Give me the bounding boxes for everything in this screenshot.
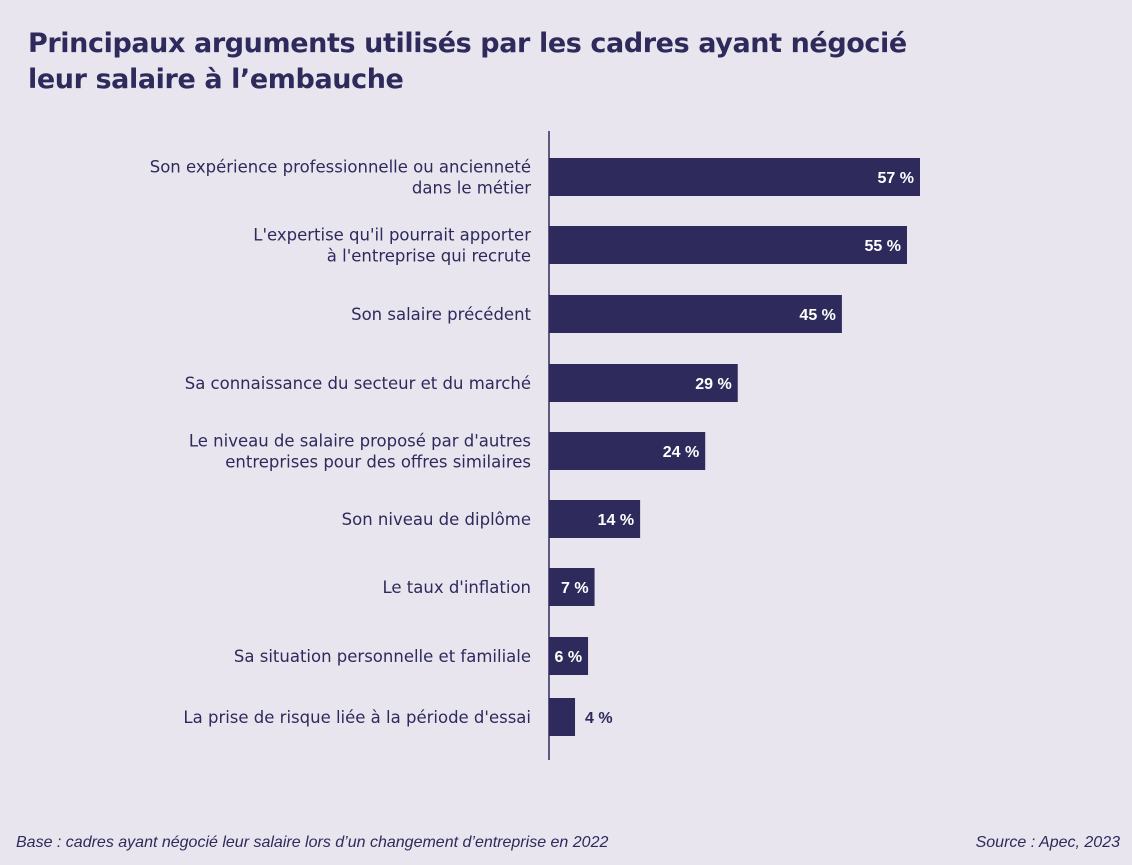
- chart-title-line-2: leur salaire à l’embauche: [28, 64, 404, 95]
- category-label: Le niveau de salaire proposé par d'autre…: [189, 432, 531, 472]
- bar: [549, 432, 706, 470]
- category-label-line: La prise de risque liée à la période d'e…: [183, 708, 531, 727]
- category-label-line: Son salaire précédent: [351, 305, 531, 324]
- category-label: Le taux d'inflation: [382, 578, 531, 597]
- bar-value-label: 29 %: [695, 376, 731, 393]
- category-label-line: Sa situation personnelle et familiale: [234, 647, 531, 666]
- bars-group: 57 % Son expérience professionnelle ou an…: [150, 158, 920, 736]
- category-label-line: Sa connaissance du secteur et du marché: [185, 374, 531, 393]
- bar: [549, 158, 920, 196]
- category-label-line: Son niveau de diplôme: [342, 510, 531, 529]
- category-label-line: L'expertise qu'il pourrait apporter: [253, 226, 531, 245]
- category-label: Sa connaissance du secteur et du marché: [185, 374, 531, 393]
- bar: [549, 637, 589, 675]
- category-label-line: à l'entreprise qui recrute: [327, 247, 531, 266]
- category-label-line: dans le métier: [412, 179, 531, 198]
- bar-value-label: 4 %: [585, 710, 613, 727]
- bar: [549, 295, 842, 333]
- category-label-line: entreprises pour des offres similaires: [225, 453, 531, 472]
- category-label-line: Le taux d'inflation: [382, 578, 531, 597]
- category-label-line: Le niveau de salaire proposé par d'autre…: [189, 432, 531, 451]
- category-label: L'expertise qu'il pourrait apporter à l'e…: [253, 226, 531, 266]
- bar-value-label: 14 %: [598, 512, 634, 529]
- bar-value-label: 55 %: [865, 238, 901, 255]
- chart-title: Principaux arguments utilisés par les ca…: [28, 26, 928, 98]
- bar-value-label: 24 %: [663, 444, 699, 461]
- bar-value-label: 6 %: [554, 649, 582, 666]
- bar: [549, 364, 738, 402]
- bar: [549, 698, 576, 736]
- bar-value-label: 57 %: [878, 170, 914, 187]
- category-label: Son niveau de diplôme: [342, 510, 531, 529]
- category-label: La prise de risque liée à la période d'e…: [183, 708, 531, 727]
- category-label: Son salaire précédent: [351, 305, 531, 324]
- bar-value-label: 45 %: [799, 307, 835, 324]
- category-label: Son expérience professionnelle ou ancien…: [150, 158, 531, 198]
- category-label: Sa situation personnelle et familiale: [234, 647, 531, 666]
- category-label-line: Son expérience professionnelle ou ancien…: [150, 158, 531, 177]
- source-note: Source : Apec, 2023: [975, 834, 1120, 851]
- bar: [549, 568, 595, 606]
- bar: [549, 226, 907, 264]
- base-note: Base : cadres ayant négocié leur salaire…: [16, 834, 609, 851]
- chart-title-line-1: Principaux arguments utilisés par les ca…: [28, 28, 907, 59]
- bar-value-label: 7 %: [561, 580, 589, 597]
- bar: [549, 500, 641, 538]
